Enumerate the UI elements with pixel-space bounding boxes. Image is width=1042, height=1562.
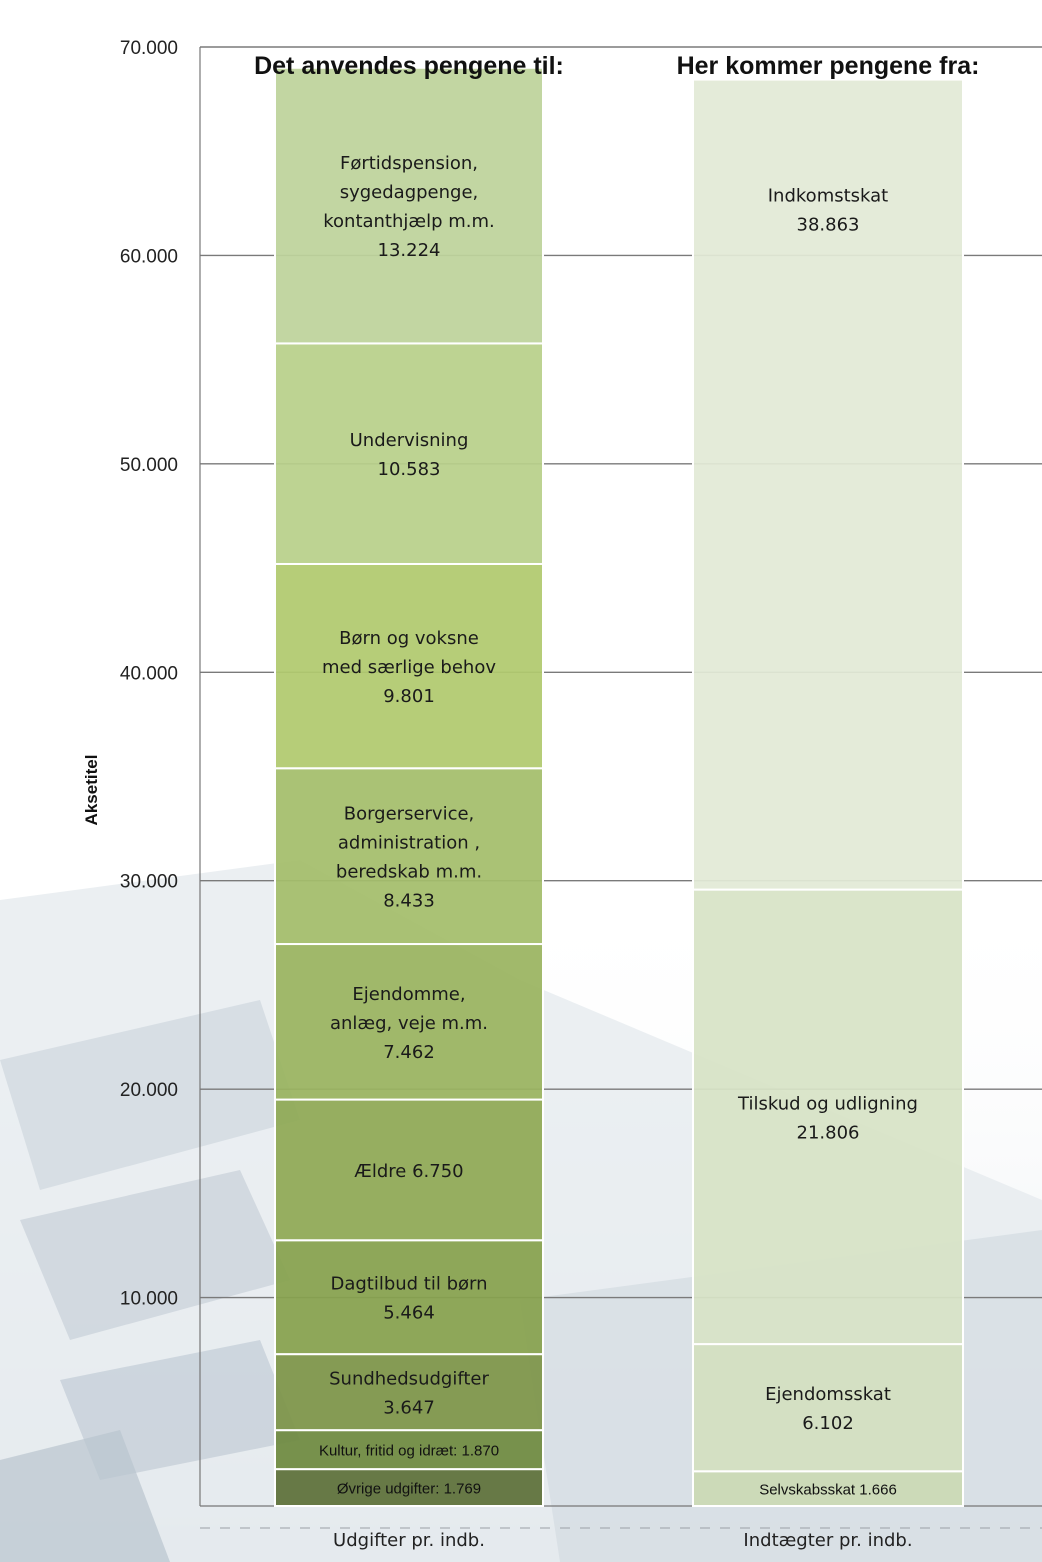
bar-segment [274,1429,544,1471]
y-tick-label: 10.000 [120,1289,178,1310]
column-title: Det anvendes pengene til: [254,52,564,80]
bar-segment [692,1343,964,1473]
segment-label: Dagtilbud til børn 5.464 [330,1274,487,1324]
bar-segment [274,943,544,1101]
bar-segment [274,562,544,770]
bar-segment [274,1239,544,1356]
bar-segment [274,342,544,565]
category-label: Indtægter pr. indb. [743,1530,912,1551]
segment-labels: Øvrige udgifter: 1.769 Kultur, fritid og … [319,153,918,1499]
column-titles: Det anvendes pengene til: Her kommer peng… [254,52,979,80]
y-tick-label: 20.000 [120,1080,178,1101]
segment-label: Ældre 6.750 [354,1161,463,1182]
column-title: Her kommer pengene fra: [677,52,980,80]
y-tick-label: 50.000 [120,455,178,476]
bar-segment [692,888,964,1346]
bar-segment [274,1468,544,1508]
segment-label: Indkomstskat 38.863 [768,186,888,236]
segment-label: Børn og voksne med særlige behov 9.801 [322,628,496,707]
bar-segment [274,1098,544,1242]
segment-label: Førtidspension, sygedagpenge, kontanthjælp… [323,153,495,261]
segment-label: Selvskabsskat 1.666 [759,1482,897,1499]
segment-label: Ejendomme, anlæg, veje m.m. 7.462 [330,984,488,1063]
bar-segment [274,66,544,345]
y-tick-label: 70.000 [120,38,178,59]
bar-segment [692,78,964,891]
y-axis: 70.000 60.000 50.000 40.000 30.000 20.000 10.0… [82,38,1042,1529]
y-tick-label: 40.000 [120,663,178,684]
segment-label: Undervisning 10.583 [350,430,469,480]
segment-label: Tilskud og udligning 21.806 [737,1093,918,1143]
bar-segment [274,1353,544,1432]
bar-segment [274,767,544,946]
bars [274,66,964,1508]
segment-label: Kultur, fritid og idræt: 1.870 [319,1443,499,1460]
category-labels: Udgifter pr. indb. Indtægter pr. indb. [333,1530,913,1551]
y-tick-label: 60.000 [120,246,178,267]
bar-segment [692,1470,964,1507]
y-axis-title: Aksetitel [82,755,101,826]
segment-label: Øvrige udgifter: 1.769 [337,1481,481,1498]
segment-label: Borgerservice, administration , beredskab … [336,804,482,912]
segment-label: Sundhedsudgifter 3.647 [329,1369,489,1419]
y-tick-label: 30.000 [120,872,178,893]
category-label: Udgifter pr. indb. [333,1530,485,1551]
segment-label: Ejendomsskat 6.102 [765,1384,891,1434]
